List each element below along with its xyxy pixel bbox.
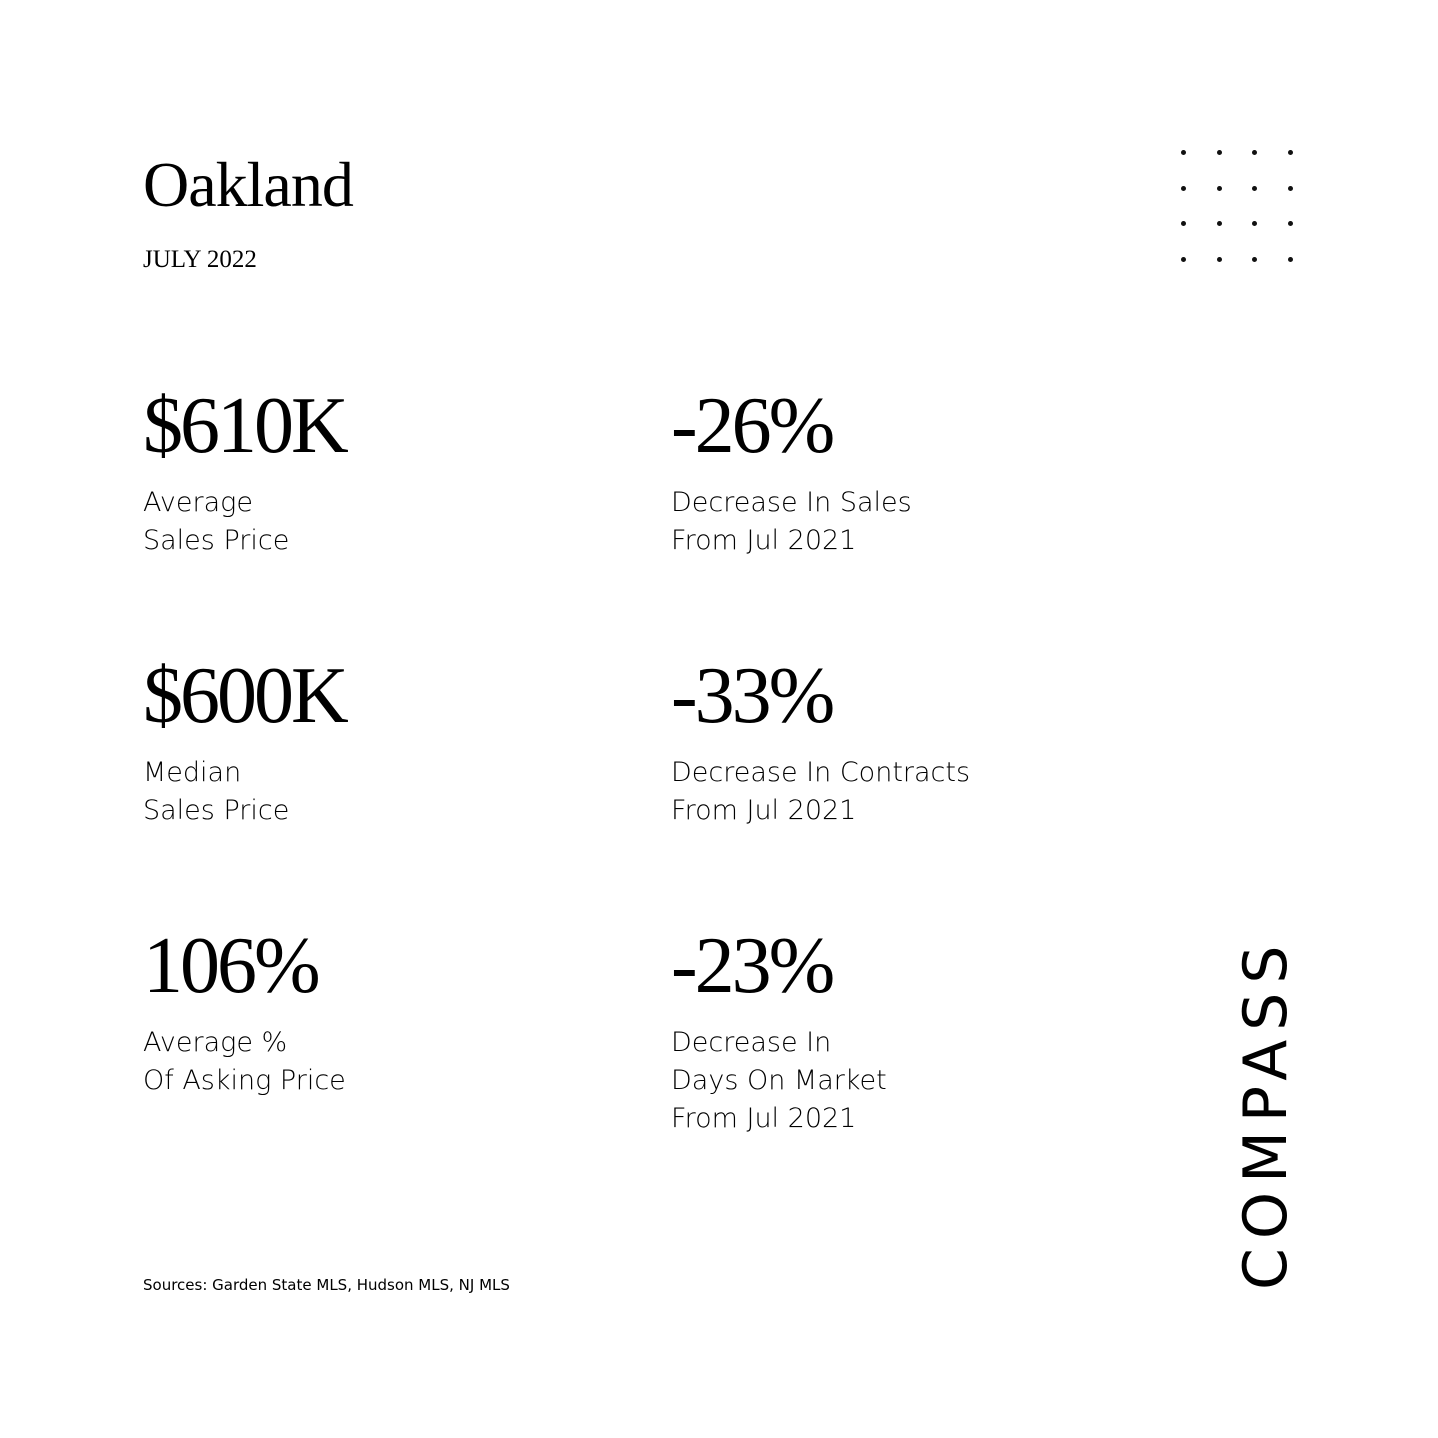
dot [1181, 150, 1186, 155]
stat-label: Average % Of Asking Price [143, 1024, 346, 1100]
stat-value: -23% [671, 922, 835, 1010]
stat-label-line: Days On Market [671, 1065, 887, 1096]
dot [1288, 221, 1294, 226]
stat-label-line: From Jul 2021 [671, 795, 857, 826]
report-date: JULY 2022 [143, 246, 257, 273]
stat-label: Decrease In Days On Market From Jul 2021 [671, 1024, 887, 1138]
stat-contracts-change: -33% Decrease In Contracts From Jul 2021 [671, 656, 970, 830]
sources-note: Sources: Garden State MLS, Hudson MLS, N… [143, 1276, 510, 1294]
page-title: Oakland [143, 149, 354, 220]
stat-label-line: Sales Price [143, 525, 290, 556]
stat-label-line: From Jul 2021 [671, 1103, 857, 1134]
stat-label-line: Average % [143, 1027, 288, 1058]
dot [1252, 221, 1258, 226]
dot [1252, 150, 1258, 155]
stat-label: Median Sales Price [143, 754, 346, 830]
stat-label-line: Of Asking Price [143, 1065, 346, 1096]
stat-label: Decrease In Sales From Jul 2021 [671, 484, 912, 560]
stat-sales-change: -26% Decrease In Sales From Jul 2021 [671, 386, 912, 560]
stat-value: 106% [143, 922, 321, 1010]
stat-value: -26% [671, 382, 835, 470]
stat-value: $600K [143, 652, 349, 740]
stat-label-line: Average [143, 487, 253, 518]
dot [1288, 185, 1294, 191]
dot [1288, 256, 1294, 262]
dot [1216, 150, 1222, 155]
dot [1216, 256, 1222, 262]
stat-median-sales-price: $600K Median Sales Price [143, 652, 349, 830]
dot [1288, 150, 1294, 155]
compass-logo: COMPASS [1231, 936, 1301, 1290]
dot [1181, 256, 1186, 262]
dot [1216, 185, 1222, 191]
dot [1216, 221, 1222, 226]
stat-average-sales-price: $610K Average Sales Price [143, 382, 349, 560]
dot [1181, 185, 1186, 191]
stat-value: -33% [671, 652, 835, 740]
stat-label-line: Decrease In Sales [671, 487, 912, 518]
stat-value: $610K [143, 382, 349, 470]
stat-days-on-market-change: -23% Decrease In Days On Market From Jul 2… [671, 926, 887, 1138]
dot [1252, 185, 1258, 191]
stat-percent-of-asking: 106% Average % Of Asking Price [143, 926, 346, 1100]
stat-label: Decrease In Contracts From Jul 2021 [671, 754, 970, 830]
dot-grid-icon [1176, 145, 1306, 275]
stat-label-line: Sales Price [143, 795, 290, 826]
stat-label: Average Sales Price [143, 484, 346, 560]
dot [1252, 256, 1258, 262]
stat-label-line: Median [143, 757, 242, 788]
stat-label-line: From Jul 2021 [671, 525, 857, 556]
stat-label-line: Decrease In [671, 1027, 832, 1058]
stat-label-line: Decrease In Contracts [671, 757, 971, 788]
dot [1181, 221, 1186, 226]
